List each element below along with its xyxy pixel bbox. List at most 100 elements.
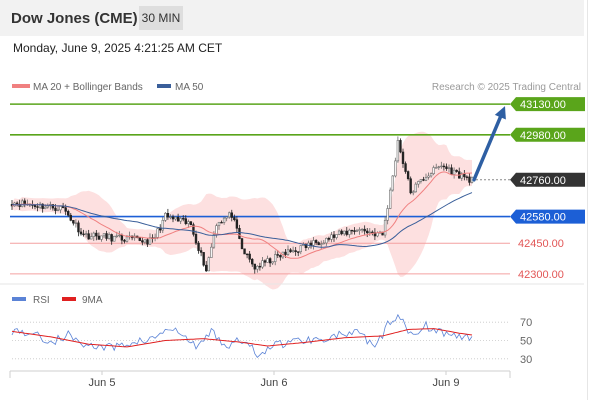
support-level-label: 42300.00 [518,269,564,281]
candle-body [238,228,241,239]
rsi-ma-legend-label: 9MA [82,295,103,306]
candle-body [297,251,300,253]
candle-body [243,248,246,255]
candle-body [327,237,331,240]
candle-body [335,234,338,238]
candle-body [248,253,251,260]
candle-body [120,234,124,241]
candle-body [205,264,208,272]
candle-body [59,206,62,211]
candle-body [465,176,469,178]
candle-body [325,237,328,244]
candle-body [199,250,203,253]
current-level-tag [510,172,585,187]
candle-body [51,204,55,209]
candle-body [371,231,374,234]
current-level-label: 42760.00 [520,175,566,187]
forecast-arrow [472,112,504,182]
candle-body [161,219,164,231]
candle-body [317,242,320,246]
instrument-title: Dow Jones (CME) [11,10,138,27]
x-axis-tick-label: Jun 6 [261,377,288,389]
candle-body [337,230,341,235]
candle-body [320,243,323,246]
rsi-legend-swatch [12,297,26,301]
candle-body [366,230,369,234]
support-level-label: 42450.00 [518,238,564,250]
candle-body [210,246,213,258]
candle-body [440,165,443,168]
candle-body [284,251,287,255]
candle-body [294,250,297,253]
candle-body [386,208,389,221]
candle-body [107,234,111,239]
candle-body [389,189,392,209]
candle-body [56,209,60,211]
candle-body [169,216,172,219]
candle-body [187,221,190,224]
candle-body [164,212,167,221]
candle-body [432,167,435,174]
candle-body [115,235,118,237]
candle-body [309,242,313,246]
rsi-ma-line [11,328,473,348]
candle-body [54,207,57,211]
candle-body [92,232,95,237]
candle-body [396,140,400,162]
candle-body [125,236,129,242]
candle-body [314,240,318,243]
candle-body [179,218,182,222]
candle-body [72,220,75,224]
candle-body [353,230,356,232]
candle-body [268,258,272,264]
candle-body [67,211,70,216]
candle-body [373,232,377,237]
candle-body [97,235,101,240]
x-axis: Jun 5 Jun 6 Jun 9 [89,371,459,389]
candle-body [87,233,90,240]
candle-body [251,258,254,265]
candle-body [437,166,440,168]
candle-body [330,234,333,240]
candle-body [225,216,228,219]
candle-body [253,263,256,270]
candle-body [222,217,226,223]
candle-body [36,206,39,208]
candle-body [159,228,162,231]
target-level-tag [510,127,585,142]
candle-body [113,235,116,242]
candle-body [77,222,80,233]
candle-body [146,239,149,245]
candle-body [189,221,193,226]
candle-body [82,233,85,236]
candle-body [44,206,47,209]
candle-body [289,249,292,253]
candle-body [212,234,216,248]
candle-body [332,234,336,238]
candle-body [452,169,456,175]
candle-body [194,234,198,244]
candle-body [171,216,175,220]
candle-body [460,173,463,179]
header-bar: Dow Jones (CME) 30 MIN [0,0,584,36]
candle-body [228,212,231,218]
forecast-arrowhead [494,106,506,120]
ma20-line [11,171,473,259]
candle-body [409,178,412,194]
candle-body [414,183,417,193]
credit-text: Research © 2025 Trading Central [432,82,581,93]
rsi-tick-label: 50 [520,336,532,348]
candle-body [235,219,239,229]
timeframe-badge[interactable]: 30 MIN [139,6,183,30]
candle-body [343,230,346,235]
candle-body [215,225,218,236]
candle-body [445,166,448,169]
candle-body [286,249,290,255]
candle-body [207,257,210,272]
candle-body [299,245,302,253]
candle-body [291,250,295,253]
candle-body [404,163,407,172]
rsi-line [11,313,473,359]
x-axis-tick-label: Jun 5 [89,377,116,389]
candle-body [105,233,108,239]
